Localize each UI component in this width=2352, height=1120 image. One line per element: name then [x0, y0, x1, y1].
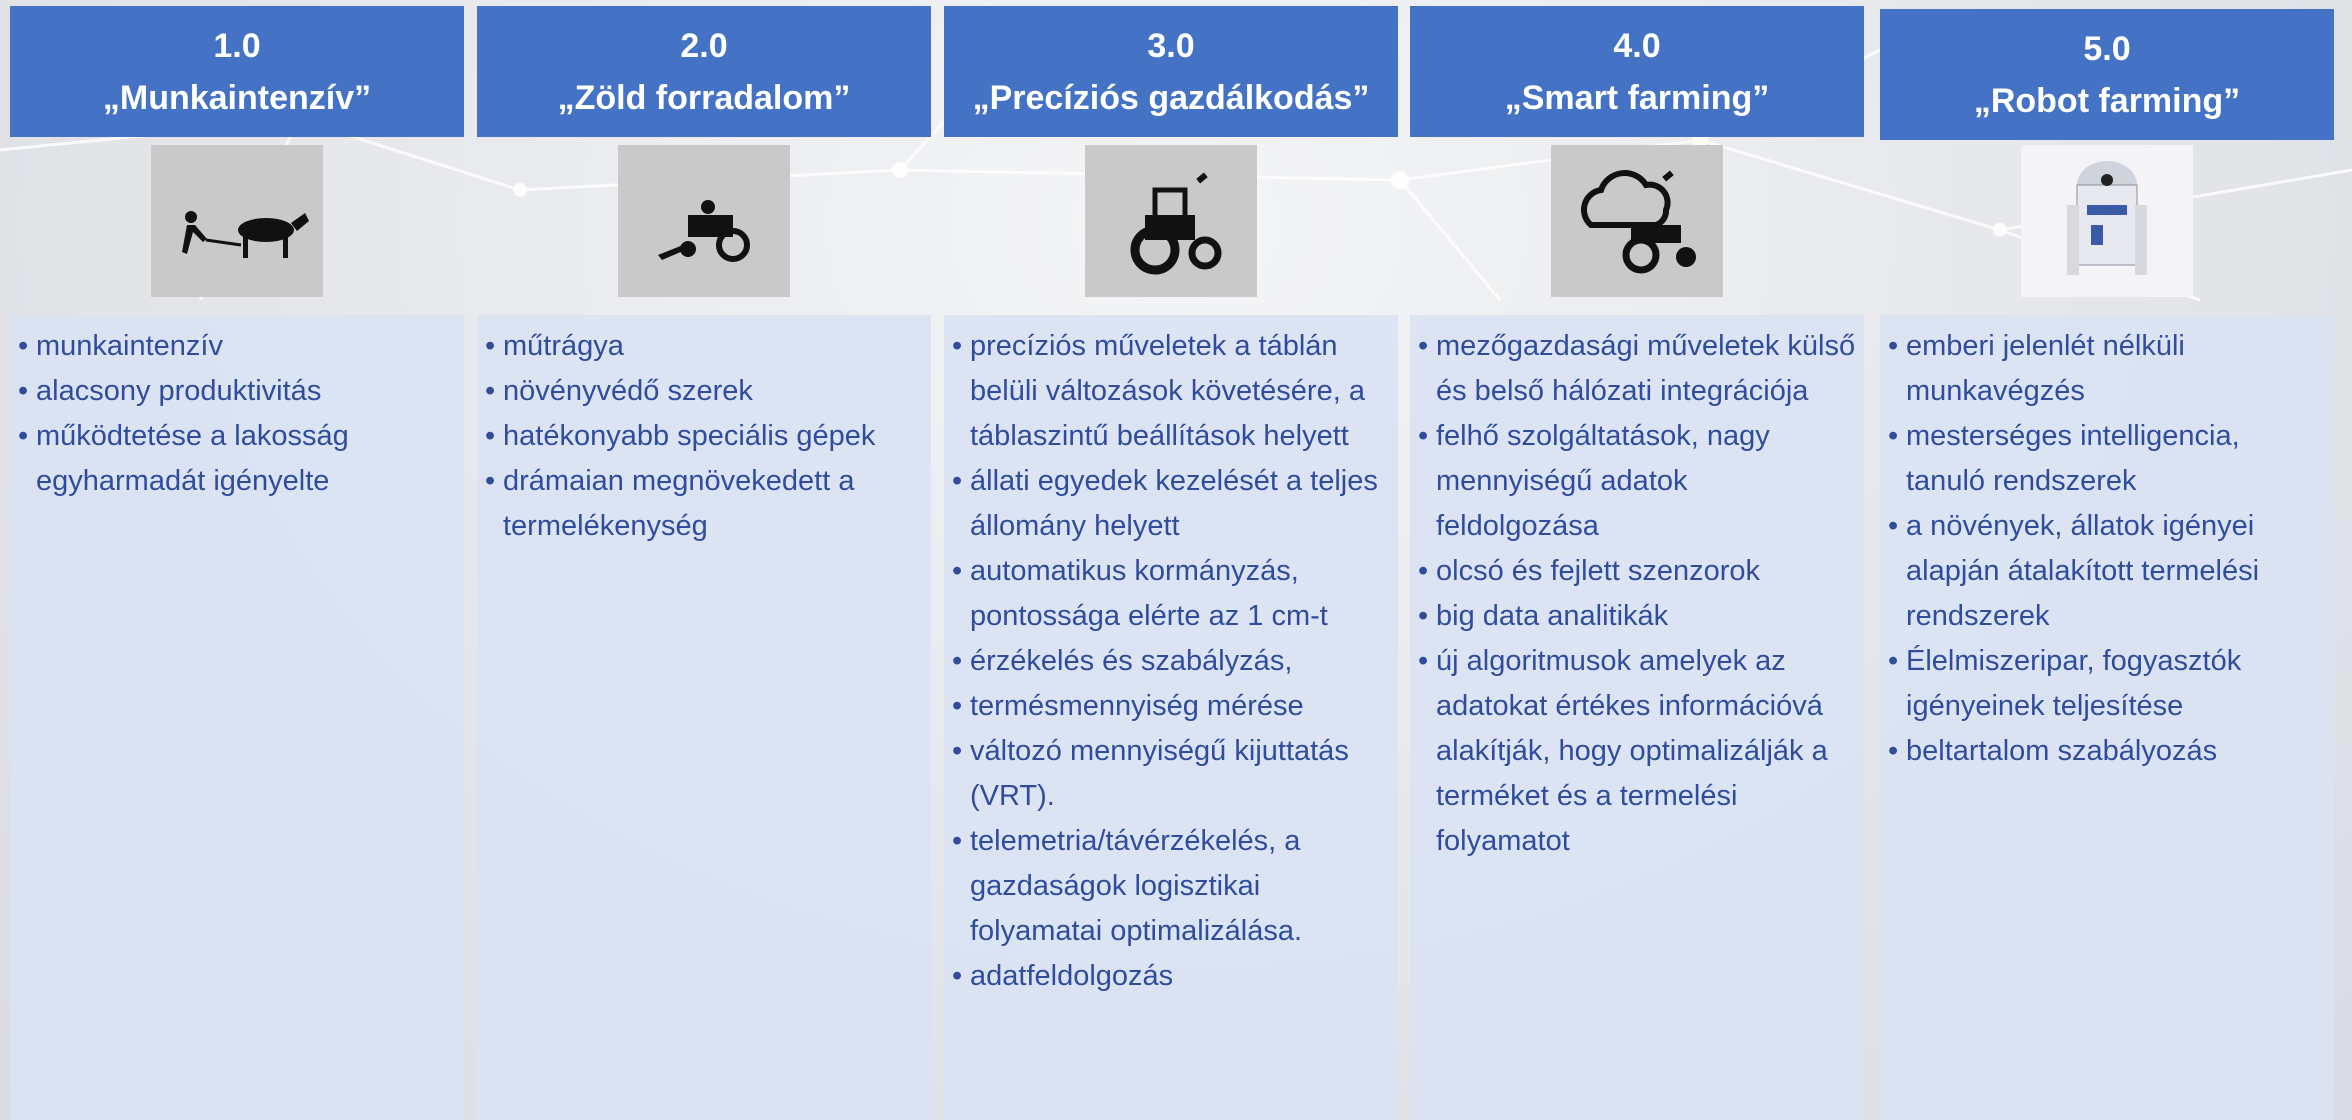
- bullet-item: automatikus kormányzás, pontossága elért…: [970, 549, 1390, 639]
- stage-number: 5.0: [1880, 23, 2334, 75]
- bullet-item: Élelmiszeripar, fogyasztók igényeinek te…: [1906, 639, 2326, 729]
- bullet-item: mezőgazdasági műveletek külső és belső h…: [1436, 324, 1856, 414]
- bullet-item: beltartalom szabályozás: [1906, 729, 2326, 774]
- column: 5.0„Robot farming” emberi jelenlét nélkül…: [1880, 0, 2334, 1120]
- stage-title: „Precíziós gazdálkodás”: [944, 72, 1398, 124]
- bullet-item: növényvédő szerek: [503, 369, 923, 414]
- bullet-list: mezőgazdasági műveletek külső és belső h…: [1410, 315, 1864, 864]
- bullet-panel: mezőgazdasági műveletek külső és belső h…: [1410, 315, 1864, 1120]
- bullet-list: munkaintenzívalacsony produktivitásműköd…: [10, 315, 464, 504]
- stage-title: „Munkaintenzív”: [10, 72, 464, 124]
- bullet-item: változó mennyiségű kijuttatás (VRT).: [970, 729, 1390, 819]
- bullet-item: működtetése a lakosság egyharmadát igény…: [36, 414, 456, 504]
- bullet-item: munkaintenzív: [36, 324, 456, 369]
- bullet-item: precíziós műveletek a táblán belüli vált…: [970, 324, 1390, 459]
- bullet-item: műtrágya: [503, 324, 923, 369]
- stage-number: 2.0: [477, 20, 931, 72]
- stage-image: [1085, 145, 1257, 297]
- bullet-panel: munkaintenzívalacsony produktivitásműköd…: [10, 315, 464, 1120]
- bullet-list: műtrágyanövényvédő szerekhatékonyabb spe…: [477, 315, 931, 549]
- bullet-panel: precíziós műveletek a táblán belüli vált…: [944, 315, 1398, 1120]
- stage-title: „Robot farming”: [1880, 75, 2334, 127]
- bullet-item: big data analitikák: [1436, 594, 1856, 639]
- slide: 1.0„Munkaintenzív” munkaintenzívalacsony …: [0, 0, 2352, 1120]
- bullet-item: érzékelés és szabályzás,: [970, 639, 1390, 684]
- bullet-item: mesterséges intelligencia, tanuló rendsz…: [1906, 414, 2326, 504]
- bullet-item: a növények, állatok igényei alapján átal…: [1906, 504, 2326, 639]
- bullet-item: telemetria/távérzékelés, a gazdaságok lo…: [970, 819, 1390, 954]
- column-header: 3.0„Precíziós gazdálkodás”: [944, 6, 1398, 137]
- bullet-item: termésmennyiség mérése: [970, 684, 1390, 729]
- stage-image: [618, 145, 790, 297]
- icon: [1551, 145, 1723, 297]
- stage-image: [151, 145, 323, 297]
- bullet-item: drámaian megnövekedett a termelékenység: [503, 459, 923, 549]
- column: 1.0„Munkaintenzív” munkaintenzívalacsony …: [10, 0, 464, 1120]
- icon: [151, 145, 323, 297]
- column-header: 2.0„Zöld forradalom”: [477, 6, 931, 137]
- stage-image: [2021, 145, 2193, 297]
- bullet-panel: emberi jelenlét nélküli munkavégzésmeste…: [1880, 315, 2334, 1120]
- column: 3.0„Precíziós gazdálkodás” precíziós műve…: [944, 0, 1398, 1120]
- stage-title: „Zöld forradalom”: [477, 72, 931, 124]
- bullet-item: emberi jelenlét nélküli munkavégzés: [1906, 324, 2326, 414]
- column-header: 4.0„Smart farming”: [1410, 6, 1864, 137]
- bullet-item: állati egyedek kezelését a teljes állomá…: [970, 459, 1390, 549]
- bullet-item: új algoritmusok amelyek az adatokat érté…: [1436, 639, 1856, 864]
- bullet-list: emberi jelenlét nélküli munkavégzésmeste…: [1880, 315, 2334, 774]
- icon: [1085, 145, 1257, 297]
- stage-number: 4.0: [1410, 20, 1864, 72]
- bullet-panel: műtrágyanövényvédő szerekhatékonyabb spe…: [477, 315, 931, 1120]
- stage-number: 1.0: [10, 20, 464, 72]
- column: 4.0„Smart farming” mezőgazdasági művelete…: [1410, 0, 1864, 1120]
- stage-image: [1551, 145, 1723, 297]
- bullet-list: precíziós műveletek a táblán belüli vált…: [944, 315, 1398, 999]
- bullet-item: hatékonyabb speciális gépek: [503, 414, 923, 459]
- column-header: 5.0„Robot farming”: [1880, 9, 2334, 140]
- bullet-item: felhő szolgáltatások, nagy mennyiségű ad…: [1436, 414, 1856, 549]
- icon: [2021, 145, 2193, 297]
- bullet-item: adatfeldolgozás: [970, 954, 1390, 999]
- bullet-item: alacsony produktivitás: [36, 369, 456, 414]
- column: 2.0„Zöld forradalom” műtrágyanövényvédő s…: [477, 0, 931, 1120]
- stage-number: 3.0: [944, 20, 1398, 72]
- column-header: 1.0„Munkaintenzív”: [10, 6, 464, 137]
- bullet-item: olcsó és fejlett szenzorok: [1436, 549, 1856, 594]
- stage-title: „Smart farming”: [1410, 72, 1864, 124]
- icon: [618, 145, 790, 297]
